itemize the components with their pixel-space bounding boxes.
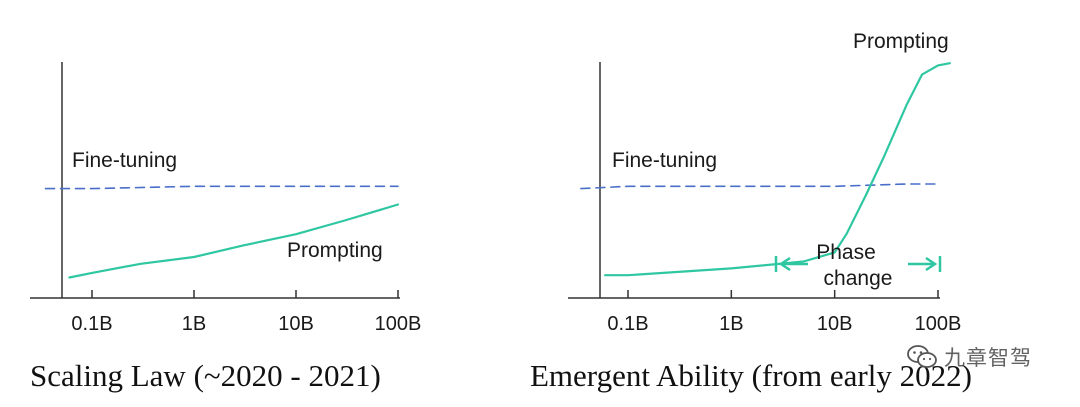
- watermark: 九章智驾: [906, 340, 1056, 374]
- phase-change-label-line2: change: [824, 267, 893, 290]
- x-ticks: [627, 290, 939, 298]
- prompting-label: Prompting: [287, 239, 383, 262]
- emergent-ability-chart: 0.1B 1B 10B 100B Phase change Fine-tuning P…: [530, 30, 972, 393]
- chart-title: Scaling Law (~2020 - 2021): [30, 358, 381, 393]
- x-tick-label-3: 100B: [915, 313, 962, 335]
- x-tick-label-3: 100B: [375, 313, 422, 335]
- phase-change-annotation: Phase change: [774, 241, 942, 290]
- fine-tuning-line: [44, 185, 399, 190]
- prompting-line: [603, 62, 951, 277]
- x-tick-labels: 0.1B 1B 10B 100B: [71, 313, 421, 335]
- fine-tuning-line: [580, 183, 939, 190]
- watermark-text: 九章智驾: [944, 346, 1032, 370]
- series-lines: [44, 185, 400, 279]
- x-tick-label-0: 0.1B: [607, 313, 648, 335]
- x-tick-label-2: 10B: [817, 313, 853, 335]
- prompting-line: [68, 203, 400, 279]
- x-ticks: [91, 290, 399, 298]
- fine-tuning-label: Fine-tuning: [72, 149, 177, 172]
- phase-change-label-line1: Phase: [816, 241, 876, 264]
- chart-title: Emergent Ability (from early 2022): [530, 358, 972, 393]
- prompting-label: Prompting: [853, 30, 949, 53]
- x-tick-label-0: 0.1B: [71, 313, 112, 335]
- fine-tuning-label: Fine-tuning: [612, 149, 717, 172]
- wechat-icon: [907, 345, 937, 368]
- x-tick-label-1: 1B: [182, 313, 206, 335]
- x-tick-labels: 0.1B 1B 10B 100B: [607, 313, 961, 335]
- series-lines: [580, 62, 951, 277]
- x-tick-label-1: 1B: [719, 313, 743, 335]
- phase-change-arrowhead-left: [778, 256, 791, 272]
- x-tick-label-2: 10B: [278, 313, 314, 335]
- scaling-law-chart: 0.1B 1B 10B 100B Fine-tuning Prompting Scal…: [30, 62, 421, 393]
- phase-change-arrowhead-right: [925, 256, 938, 272]
